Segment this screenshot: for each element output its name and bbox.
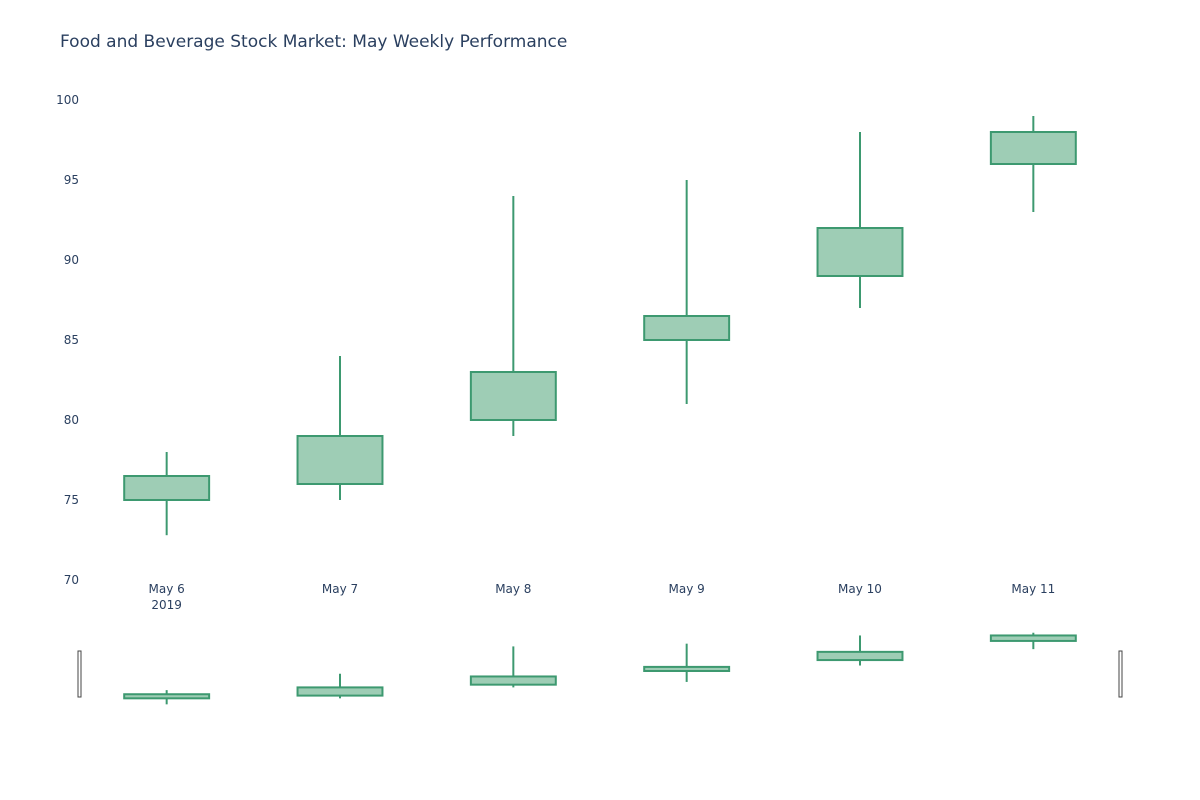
- x-tick-label: May 10: [838, 582, 882, 596]
- mini-candle-body[interactable]: [469, 675, 557, 686]
- mini-candle-body[interactable]: [989, 634, 1077, 642]
- x-tick-label: May 8: [495, 582, 531, 596]
- x-tick-label: May 11: [1011, 582, 1055, 596]
- x-tick-label: May 6: [149, 582, 185, 596]
- mini-candle-body[interactable]: [296, 686, 384, 697]
- chart-title: Food and Beverage Stock Market: May Week…: [60, 32, 568, 52]
- range-slider-left-handle[interactable]: [77, 650, 82, 698]
- x-tick-label: May 7: [322, 582, 358, 596]
- x-year-label: 2019: [151, 598, 182, 612]
- mini-candle-body[interactable]: [643, 665, 731, 673]
- y-tick-label: 95: [64, 173, 79, 187]
- y-tick-label: 70: [64, 573, 79, 587]
- x-axis-ticks: May 6 May 7 May 8 May 9 May 10 May 11 2019: [149, 582, 1056, 612]
- mini-candle-body[interactable]: [123, 693, 211, 700]
- candles[interactable]: [123, 116, 1077, 536]
- y-tick-label: 100: [56, 93, 79, 107]
- range-slider[interactable]: [77, 632, 1123, 705]
- x-tick-label: May 9: [669, 582, 705, 596]
- candle-body[interactable]: [816, 227, 904, 277]
- candle-body[interactable]: [296, 435, 384, 485]
- candle-body[interactable]: [123, 475, 211, 501]
- candle-body[interactable]: [643, 315, 731, 341]
- y-axis-ticks: 70 75 80 85 90 95 100: [56, 93, 79, 587]
- candle-body[interactable]: [469, 371, 557, 421]
- y-tick-label: 75: [64, 493, 79, 507]
- y-tick-label: 80: [64, 413, 79, 427]
- y-tick-label: 85: [64, 333, 79, 347]
- mini-candle-body[interactable]: [816, 650, 904, 662]
- candle-body[interactable]: [989, 131, 1077, 165]
- y-tick-label: 90: [64, 253, 79, 267]
- range-slider-right-handle[interactable]: [1118, 650, 1123, 698]
